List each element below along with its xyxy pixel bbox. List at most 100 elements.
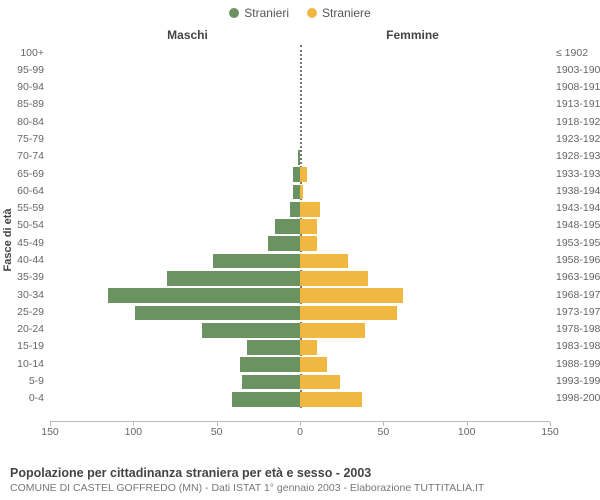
birth-year-label: 1958-1962 xyxy=(556,255,600,266)
pyramid-row: 40-441958-1962 xyxy=(50,254,550,269)
birth-year-label: 1943-1947 xyxy=(556,203,600,214)
pyramid-row: 25-291973-1977 xyxy=(50,306,550,321)
pyramid-row: 45-491953-1957 xyxy=(50,236,550,251)
age-label: 95-99 xyxy=(0,65,44,76)
birth-year-label: 1908-1912 xyxy=(556,82,600,93)
bar-female xyxy=(300,288,403,303)
bar-male xyxy=(135,306,300,321)
pyramid-row: 50-541948-1952 xyxy=(50,219,550,234)
bar-male xyxy=(232,392,300,407)
birth-year-label: 1953-1957 xyxy=(556,238,600,249)
legend-swatch-female xyxy=(307,8,317,18)
bar-male xyxy=(298,150,300,165)
age-label: 45-49 xyxy=(0,238,44,249)
birth-year-label: 1973-1977 xyxy=(556,307,600,318)
age-label: 80-84 xyxy=(0,117,44,128)
bar-female xyxy=(300,202,320,217)
pyramid-row: 70-741928-1932 xyxy=(50,150,550,165)
birth-year-label: 1933-1937 xyxy=(556,169,600,180)
age-label: 30-34 xyxy=(0,290,44,301)
legend: Stranieri Straniere xyxy=(0,0,600,22)
x-tick-label: 150 xyxy=(541,426,559,438)
chart: Fasce di età Anni di nascita 100+≤ 19029… xyxy=(0,40,600,440)
pyramid-row: 80-841918-1922 xyxy=(50,115,550,130)
age-label: 15-19 xyxy=(0,341,44,352)
birth-year-label: 1988-1992 xyxy=(556,359,600,370)
pyramid-row: 35-391963-1967 xyxy=(50,271,550,286)
bar-female xyxy=(300,392,362,407)
bar-female xyxy=(300,323,365,338)
birth-year-label: 1903-1907 xyxy=(556,65,600,76)
caption: Popolazione per cittadinanza straniera p… xyxy=(10,466,590,494)
bar-male xyxy=(240,357,300,372)
bar-male xyxy=(275,219,300,234)
age-label: 70-74 xyxy=(0,151,44,162)
pyramid-row: 0-41998-2002 xyxy=(50,392,550,407)
x-tick-label: 100 xyxy=(125,426,143,438)
age-label: 10-14 xyxy=(0,359,44,370)
pyramid-row: 10-141988-1992 xyxy=(50,357,550,372)
birth-year-label: ≤ 1902 xyxy=(556,48,600,59)
caption-sub: COMUNE DI CASTEL GOFFREDO (MN) - Dati IS… xyxy=(10,482,590,494)
bar-male xyxy=(202,323,300,338)
pyramid-row: 55-591943-1947 xyxy=(50,202,550,217)
x-tick-label: 50 xyxy=(377,426,389,438)
birth-year-label: 1928-1932 xyxy=(556,151,600,162)
legend-item-female: Straniere xyxy=(307,6,371,20)
bar-male xyxy=(242,375,300,390)
birth-year-label: 1978-1982 xyxy=(556,324,600,335)
pyramid-row: 15-191983-1987 xyxy=(50,340,550,355)
birth-year-label: 1993-1997 xyxy=(556,376,600,387)
x-tick-label: 0 xyxy=(297,426,303,438)
x-tick-label: 50 xyxy=(211,426,223,438)
age-label: 40-44 xyxy=(0,255,44,266)
pyramid-row: 75-791923-1927 xyxy=(50,133,550,148)
birth-year-label: 1923-1927 xyxy=(556,134,600,145)
bar-female xyxy=(300,340,317,355)
bar-female xyxy=(300,254,348,269)
pyramid-row: 30-341968-1972 xyxy=(50,288,550,303)
bar-male xyxy=(213,254,300,269)
pyramid-row: 20-241978-1982 xyxy=(50,323,550,338)
bar-female xyxy=(300,375,340,390)
age-label: 50-54 xyxy=(0,220,44,231)
bar-male xyxy=(293,185,300,200)
bar-male xyxy=(293,167,300,182)
pyramid-row: 90-941908-1912 xyxy=(50,81,550,96)
legend-swatch-male xyxy=(229,8,239,18)
bars-container: 100+≤ 1902 95-991903-1907 90-941908-1912 85… xyxy=(50,45,550,408)
age-label: 5-9 xyxy=(0,376,44,387)
pyramid-row: 60-641938-1942 xyxy=(50,185,550,200)
birth-year-label: 1948-1952 xyxy=(556,220,600,231)
age-label: 20-24 xyxy=(0,324,44,335)
bar-female xyxy=(300,167,307,182)
bar-male xyxy=(108,288,300,303)
legend-item-male: Stranieri xyxy=(229,6,289,20)
birth-year-label: 1983-1987 xyxy=(556,341,600,352)
bar-male xyxy=(167,271,300,286)
bar-female xyxy=(300,271,368,286)
bar-female xyxy=(300,357,327,372)
legend-label-female: Straniere xyxy=(322,6,371,20)
age-label: 65-69 xyxy=(0,169,44,180)
age-label: 85-89 xyxy=(0,99,44,110)
bar-female xyxy=(300,185,303,200)
bar-male xyxy=(268,236,300,251)
bar-male xyxy=(290,202,300,217)
pyramid-row: 85-891913-1917 xyxy=(50,98,550,113)
age-label: 100+ xyxy=(0,48,44,59)
age-label: 0-4 xyxy=(0,393,44,404)
x-tick-label: 100 xyxy=(458,426,476,438)
legend-label-male: Stranieri xyxy=(244,6,289,20)
birth-year-label: 1918-1922 xyxy=(556,117,600,128)
pyramid-row: 100+≤ 1902 xyxy=(50,46,550,61)
birth-year-label: 1998-2002 xyxy=(556,393,600,404)
age-label: 25-29 xyxy=(0,307,44,318)
birth-year-label: 1913-1917 xyxy=(556,99,600,110)
pyramid-row: 65-691933-1937 xyxy=(50,167,550,182)
birth-year-label: 1968-1972 xyxy=(556,290,600,301)
bar-female xyxy=(300,236,317,251)
age-label: 60-64 xyxy=(0,186,44,197)
pyramid-row: 95-991903-1907 xyxy=(50,64,550,79)
pyramid-row: 5-91993-1997 xyxy=(50,375,550,390)
